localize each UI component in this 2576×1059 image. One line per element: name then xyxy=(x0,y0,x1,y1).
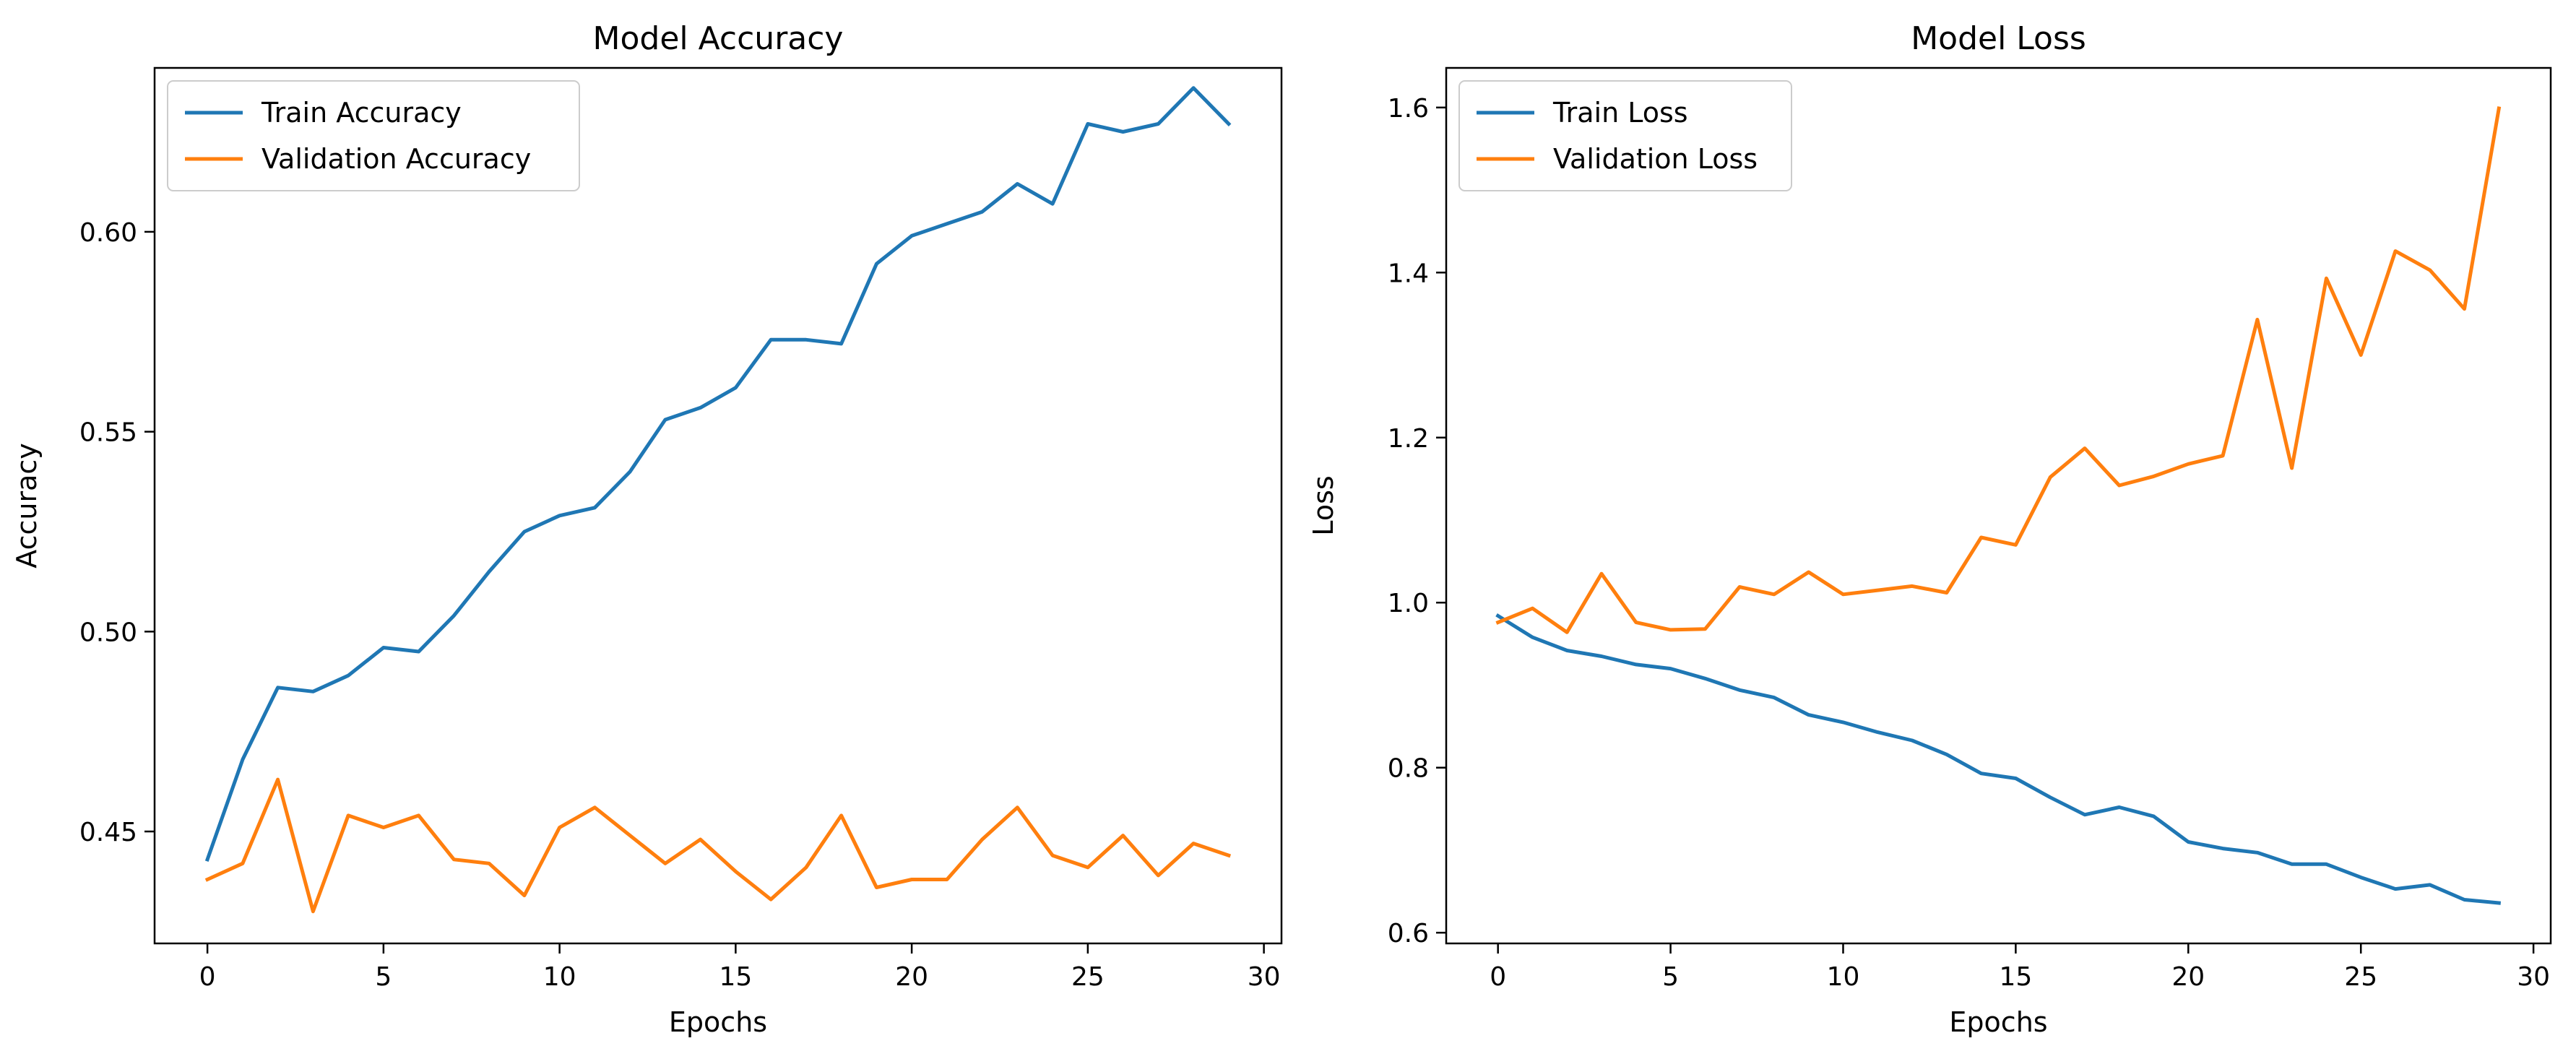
loss-series-line-1 xyxy=(1495,106,2502,634)
loss-chart-title: Model Loss xyxy=(1911,20,2086,57)
loss-y-tick-label-0: 0.6 xyxy=(1388,919,1429,948)
accuracy-legend-label-1: Validation Accuracy xyxy=(262,143,531,175)
loss-x-axis-label: Epochs xyxy=(1949,1006,2047,1038)
loss-x-tick-label-4: 20 xyxy=(2171,962,2205,992)
accuracy-x-tick-label-6: 30 xyxy=(1248,962,1281,992)
loss-x-tick-label-3: 15 xyxy=(1999,962,2032,992)
accuracy-legend-box xyxy=(167,80,580,191)
accuracy-x-tick-label-4: 20 xyxy=(895,962,928,992)
loss-y-tick-label-5: 1.6 xyxy=(1388,94,1429,124)
accuracy-x-axis-label: Epochs xyxy=(669,1006,767,1038)
accuracy-legend: Train Accuracy Validation Accuracy xyxy=(167,80,580,191)
accuracy-y-axis-label: Accuracy xyxy=(11,443,43,569)
accuracy-x-tick-label-5: 25 xyxy=(1071,962,1105,992)
accuracy-x-tick-label-0: 0 xyxy=(199,962,216,992)
accuracy-series-line-1 xyxy=(204,777,1232,914)
accuracy-legend-label-0: Train Accuracy xyxy=(261,97,462,129)
loss-legend-label-1: Validation Loss xyxy=(1553,143,1758,175)
loss-legend-box xyxy=(1458,80,1792,191)
loss-x-tick-label-2: 10 xyxy=(1827,962,1860,992)
loss-series-line-0 xyxy=(1495,613,2502,905)
loss-x-tick-label-5: 25 xyxy=(2344,962,2377,992)
accuracy-y-tick-label-0: 0.45 xyxy=(79,818,137,847)
loss-x-tick-label-0: 0 xyxy=(1490,962,1506,992)
accuracy-y-tick-label-3: 0.60 xyxy=(79,218,137,248)
accuracy-chart: 0 5 10 15 20 25 30 0.45 0.50 0.55 0.60 Model Accura… xyxy=(11,20,1283,1038)
loss-legend: Train Loss Validation Loss xyxy=(1458,80,1792,191)
loss-chart: 0 5 10 15 20 25 30 0.6 0.8 1.0 1.2 1.4 1.6 Model Loss… xyxy=(1308,20,2552,1038)
loss-y-axis-label: Loss xyxy=(1308,475,1339,535)
accuracy-y-tick-label-1: 0.50 xyxy=(79,618,137,647)
accuracy-chart-title: Model Accuracy xyxy=(593,20,844,57)
accuracy-x-tick-label-2: 10 xyxy=(543,962,576,992)
accuracy-x-tick-label-3: 15 xyxy=(719,962,752,992)
loss-x-tick-label-1: 5 xyxy=(1662,962,1679,992)
accuracy-x-tick-label-1: 5 xyxy=(375,962,392,992)
loss-legend-label-0: Train Loss xyxy=(1552,97,1688,129)
accuracy-series-line-0 xyxy=(204,86,1232,862)
accuracy-y-tick-label-2: 0.55 xyxy=(79,418,137,448)
loss-x-tick-label-6: 30 xyxy=(2517,962,2550,992)
accuracy-plot-frame xyxy=(153,66,1283,945)
loss-y-tick-label-1: 0.8 xyxy=(1388,754,1429,784)
loss-y-tick-label-4: 1.4 xyxy=(1388,259,1429,288)
loss-y-tick-label-2: 1.0 xyxy=(1388,589,1429,618)
loss-y-tick-label-3: 1.2 xyxy=(1388,424,1429,454)
loss-plot-frame xyxy=(1445,66,2552,945)
